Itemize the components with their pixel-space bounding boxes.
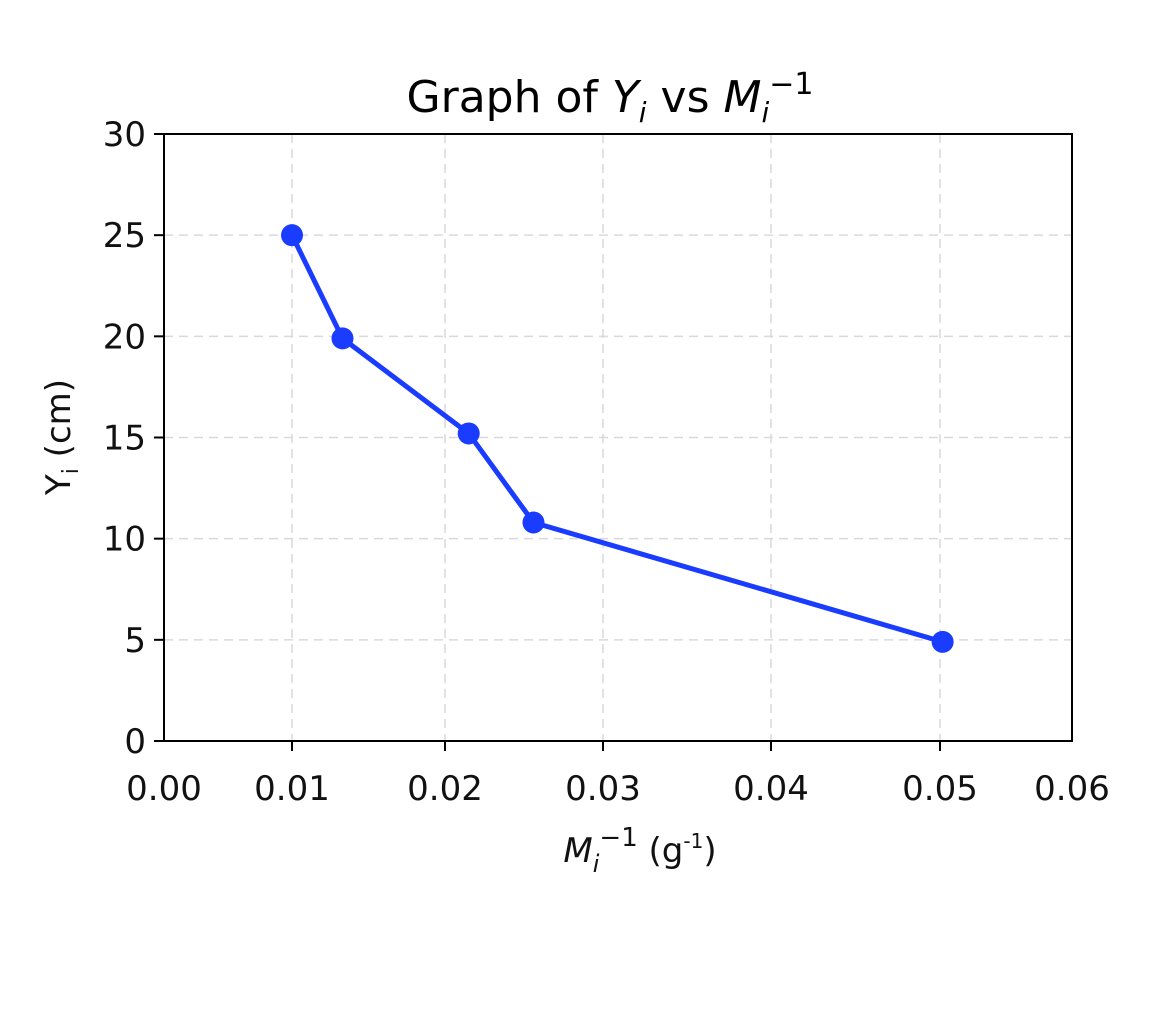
y-tick-label: 25 [103,216,146,256]
data-point-marker [522,511,545,534]
x-axis-label: Mi−1 (g-1) [563,823,716,878]
y-axis-label: Yi (cm) [39,379,84,496]
y-axis-ticks: 0 5 10 15 20 25 30 [103,115,164,762]
y-tick-label: 5 [124,621,146,661]
x-tick-label: 0.02 [407,769,483,809]
x-tick-label: 0.05 [902,769,978,809]
x-axis-ticks: 0.00 0.01 0.02 0.03 0.04 0.05 0.06 [126,741,1110,809]
x-tick-label: 0.00 [126,769,202,809]
x-tick-label: 0.01 [254,769,330,809]
y-tick-label: 0 [124,722,146,762]
data-point-marker [457,422,480,445]
data-point-marker [281,224,303,247]
chart-title: Graph of Yi vs Mi−1 [407,67,814,129]
x-tick-label: 0.04 [733,769,809,809]
y-tick-label: 30 [103,115,146,155]
x-tick-label: 0.06 [1034,769,1110,809]
grid-lines [164,134,1072,741]
y-tick-label: 10 [103,520,146,560]
data-series [281,224,954,653]
y-tick-label: 20 [103,317,146,357]
data-point-marker [931,630,954,653]
y-tick-label: 15 [103,419,146,459]
x-tick-label: 0.03 [565,769,641,809]
data-point-marker [331,327,354,350]
